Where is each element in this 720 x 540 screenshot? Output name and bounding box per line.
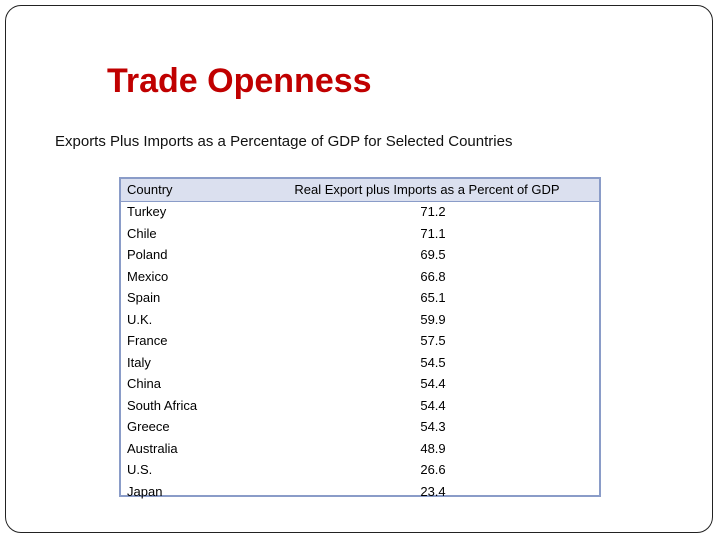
value-cell: 71.1 — [420, 225, 446, 241]
header-cell: Real Export plus Imports as a Percent of… — [294, 182, 560, 197]
value-cell: 71.2 — [420, 204, 446, 219]
value-cell: 65.1 — [420, 290, 446, 305]
country-cell: Greece — [127, 419, 170, 434]
slide-title: Trade Openness — [107, 62, 372, 100]
country-cell: Spain — [127, 290, 161, 305]
country-cell: France — [127, 333, 168, 348]
value-cell: 66.8 — [420, 268, 446, 284]
country-cell: Turkey — [127, 204, 167, 219]
header-cell: Country — [127, 182, 173, 197]
country-cell: China — [127, 376, 161, 391]
country-cell: U.K. — [127, 311, 153, 327]
country-cell: Poland — [127, 247, 168, 262]
country-cell: U.S. — [127, 462, 153, 477]
value-cell: 23.4 — [420, 483, 446, 499]
slide-frame — [5, 5, 713, 533]
value-cell: 69.5 — [420, 247, 446, 262]
value-cell: 54.4 — [420, 376, 446, 391]
slide-subtitle: Exports Plus Imports as a Percentage of … — [55, 133, 513, 150]
country-cell: Italy — [127, 354, 151, 370]
country-cell: South Africa — [127, 397, 198, 413]
country-cell: Chile — [127, 225, 157, 241]
country-cell: Mexico — [127, 268, 169, 284]
value-cell: 59.9 — [420, 311, 446, 327]
data-table: Country Real Export plus Imports as a Pe… — [119, 177, 601, 499]
country-cell: Australia — [127, 440, 178, 456]
value-cell: 54.5 — [420, 354, 446, 370]
value-cell: 57.5 — [420, 333, 446, 348]
table-header: Country Real Export plus Imports as a Pe… — [121, 179, 599, 202]
country-cell: Japan — [127, 483, 163, 499]
value-cell: 54.3 — [420, 419, 446, 434]
value-cell: 54.4 — [420, 397, 446, 413]
value-cell: 26.6 — [420, 462, 446, 477]
value-cell: 48.9 — [420, 440, 446, 456]
